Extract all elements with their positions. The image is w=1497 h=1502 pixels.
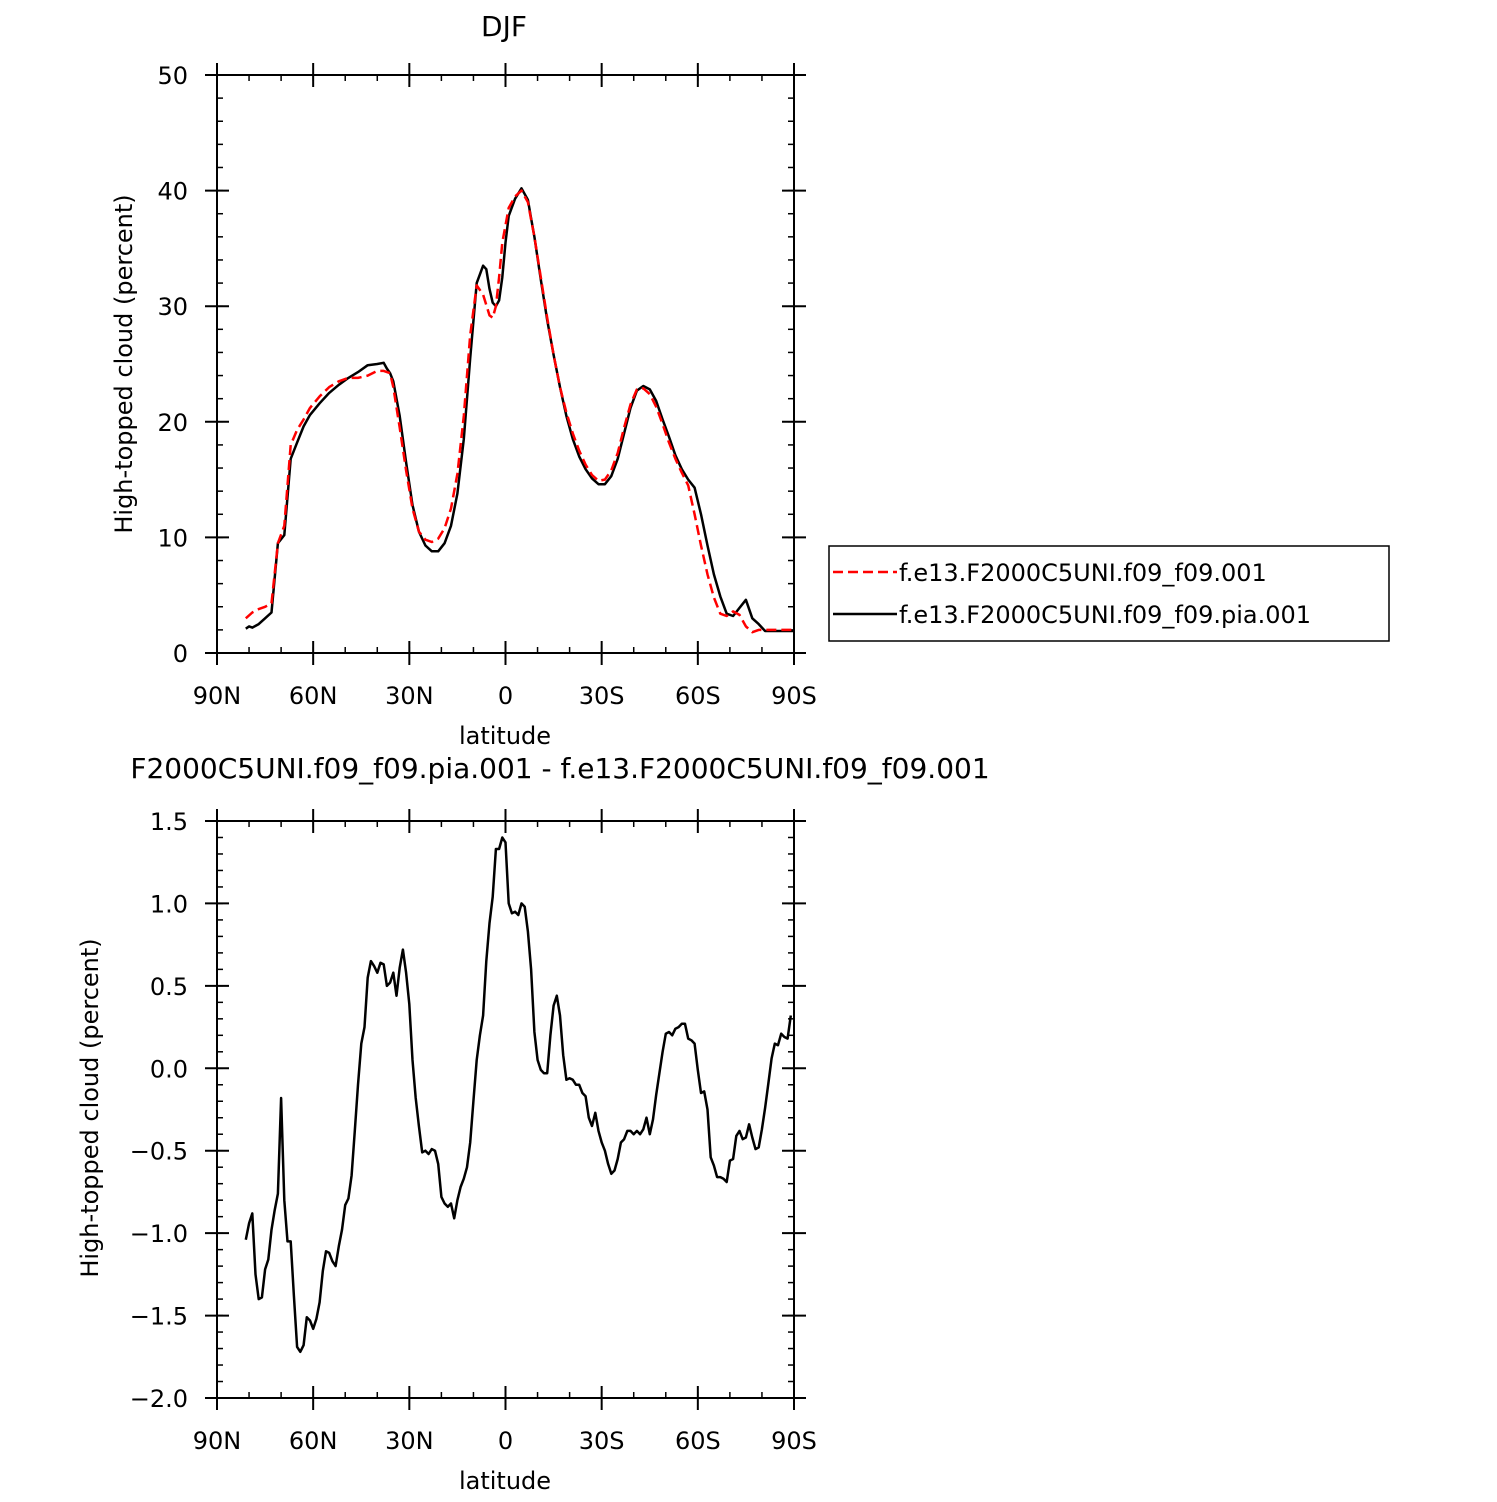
- top-x-axis-label: latitude: [459, 722, 551, 750]
- legend-box: [828, 545, 1390, 642]
- x-tick-label: 90S: [771, 682, 817, 710]
- top-x-ticks: 90N 60N 30N 0 30S 60S 90S: [193, 63, 817, 710]
- y-tick-label: 40: [157, 178, 188, 206]
- top-panel-djf: DJF 90N 60N 30N 0 30S 60S 90S 0 10 20 30 40 50 lati…: [110, 10, 1390, 750]
- x-tick-label: 60S: [675, 1427, 721, 1455]
- top-series-lines: [244, 187, 794, 634]
- y-tick-label: 30: [157, 293, 188, 321]
- bottom-y-ticks: −2.0 −1.5 −1.0 −0.5 0.0 0.5 1.0 1.5: [130, 808, 806, 1413]
- bottom-panel-title: F2000C5UNI.f09_f09.pia.001 - f.e13.F2000…: [130, 752, 989, 785]
- y-tick-label: 0: [173, 640, 188, 668]
- x-tick-label: 30S: [579, 1427, 625, 1455]
- series-line-1: [245, 187, 794, 633]
- y-tick-label: −1.0: [130, 1220, 188, 1248]
- y-tick-label: −1.5: [130, 1303, 188, 1331]
- bottom-x-axis-label: latitude: [459, 1467, 551, 1495]
- series-line-2: [244, 189, 794, 634]
- bottom-y-axis-label: High-topped cloud (percent): [76, 938, 104, 1277]
- x-tick-label: 90S: [771, 1427, 817, 1455]
- x-tick-label: 90N: [193, 682, 242, 710]
- legend: f.e13.F2000C5UNI.f09_f09.001 f.e13.F2000…: [828, 545, 1390, 642]
- legend-entry-1: f.e13.F2000C5UNI.f09_f09.001: [899, 559, 1267, 587]
- y-tick-label: 1.5: [150, 808, 188, 836]
- x-tick-label: 0: [498, 682, 513, 710]
- y-tick-label: −2.0: [130, 1385, 188, 1413]
- y-tick-label: 20: [157, 409, 188, 437]
- bottom-x-ticks: 90N 60N 30N 0 30S 60S 90S: [193, 809, 817, 1455]
- x-tick-label: 30N: [385, 682, 434, 710]
- y-tick-label: 1.0: [150, 890, 188, 918]
- top-plot-frame: [216, 74, 795, 654]
- x-tick-label: 0: [498, 1427, 513, 1455]
- bottom-series-lines: [244, 836, 793, 1354]
- x-tick-label: 60N: [289, 682, 338, 710]
- y-tick-label: 0.0: [150, 1055, 188, 1083]
- legend-entry-2: f.e13.F2000C5UNI.f09_f09.pia.001: [899, 601, 1311, 629]
- y-tick-label: −0.5: [130, 1138, 188, 1166]
- x-tick-label: 60N: [289, 1427, 338, 1455]
- x-tick-label: 90N: [193, 1427, 242, 1455]
- top-panel-title: DJF: [481, 10, 527, 43]
- y-tick-label: 50: [157, 62, 188, 90]
- x-tick-label: 30S: [579, 682, 625, 710]
- top-y-ticks: 0 10 20 30 40 50: [157, 62, 806, 668]
- x-tick-label: 60S: [675, 682, 721, 710]
- series-line-1: [244, 836, 793, 1354]
- x-tick-label: 30N: [385, 1427, 434, 1455]
- y-tick-label: 0.5: [150, 973, 188, 1001]
- bottom-panel-difference: F2000C5UNI.f09_f09.pia.001 - f.e13.F2000…: [76, 752, 990, 1495]
- top-y-axis-label: High-topped cloud (percent): [110, 194, 138, 533]
- y-tick-label: 10: [157, 524, 188, 552]
